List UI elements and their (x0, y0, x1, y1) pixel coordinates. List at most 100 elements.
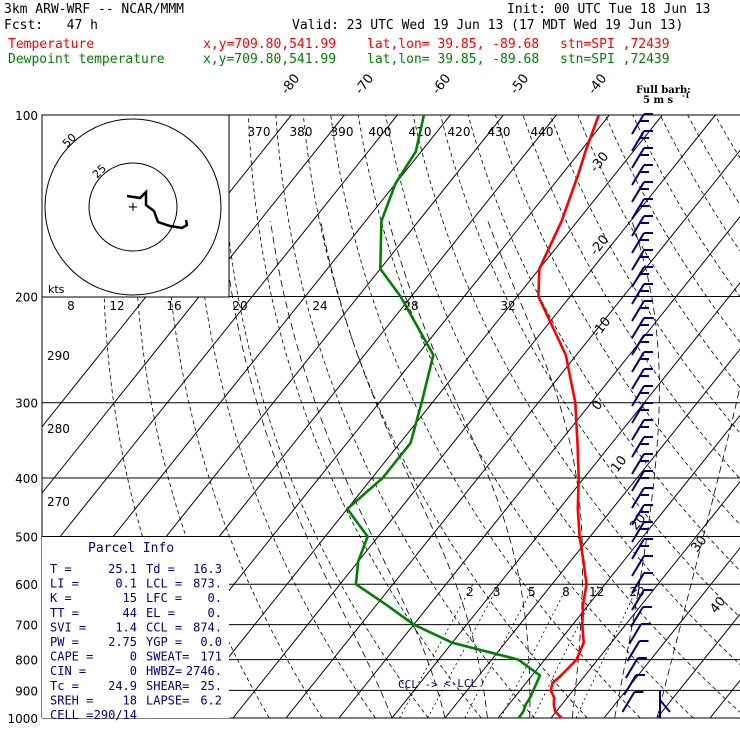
wind-barb (631, 215, 645, 237)
wind-barb (631, 198, 645, 220)
wind-barb (631, 521, 645, 543)
pressure-label-700: 700 (15, 619, 38, 633)
temperature-stn: stn=SPI ,72439 (560, 37, 670, 52)
parcel-value: 290/14 (94, 708, 137, 722)
isotherm-label: -60 (429, 71, 454, 97)
parcel-label: HWBZ= (146, 664, 182, 678)
wind-barb (631, 419, 645, 441)
parcel-label: LFC = (146, 591, 182, 605)
temperature-line (537, 114, 601, 719)
dewpoint-legend: Dewpoint temperature (8, 52, 165, 67)
parcel-value: 0 (130, 650, 137, 664)
hodo-speed-label: 32 (500, 299, 515, 313)
parcel-value: 16.3 (193, 562, 222, 576)
isotherm-label: 0 (589, 398, 606, 414)
theta-label: 390 (331, 125, 354, 139)
parcel-label: SREH = (50, 693, 93, 707)
parcel-label: CAPE = (50, 650, 93, 664)
pressure-label-200: 200 (15, 291, 38, 305)
parcel-value: 2746. (186, 664, 222, 678)
pressure-label-400: 400 (15, 472, 38, 486)
theta-label-left: 290 (47, 349, 70, 363)
wind-barb (631, 555, 645, 577)
isotherm-label: -40 (585, 71, 610, 97)
hodo-speed-label: 8 (67, 299, 75, 313)
wind-barb (631, 266, 645, 288)
parcel-label: CELL = (50, 708, 93, 722)
isotherm-label: -50 (507, 71, 532, 97)
dewpoint-stn: stn=SPI ,72439 (560, 52, 670, 67)
ccl-marker: CCL -> (398, 678, 438, 691)
wind-barb (631, 317, 645, 339)
parcel-label: TT = (50, 606, 79, 620)
parcel-value: 0. (208, 591, 222, 605)
theta-label: 400 (369, 125, 392, 139)
wind-barb (631, 147, 645, 169)
parcel-value: 0 (130, 664, 137, 678)
valid-time: Valid: 23 UTC Wed 19 Jun 13 (17 MDT Wed … (292, 18, 684, 33)
wind-barb (631, 232, 645, 254)
wind-barb (631, 572, 645, 594)
wind-barb (631, 351, 645, 373)
wind-barb (631, 300, 645, 322)
parcel-value: 44 (123, 606, 137, 620)
parcel-value: 873. (193, 577, 222, 591)
isotherm-label: -10 (589, 314, 614, 340)
parcel-label: CIN = (50, 664, 86, 678)
pressure-label-600: 600 (15, 578, 38, 592)
pressure-label-300: 300 (15, 397, 38, 411)
wind-barb (631, 164, 645, 186)
dewpoint-xy: x,y=709.80,541.99 (203, 52, 337, 67)
theta-label-left: 270 (47, 495, 70, 509)
parcel-label: Tc = (50, 679, 79, 693)
mixing-ratio-label: 5 (528, 585, 536, 599)
theta-label: 440 (531, 125, 554, 139)
hodo-units: kts (48, 283, 65, 296)
hodo-speed-label: 16 (166, 299, 181, 313)
parcel-value: 171 (200, 650, 222, 664)
parcel-label: LI = (50, 577, 79, 591)
parcel-label: SHEAR= (146, 679, 189, 693)
wind-barb (631, 283, 645, 305)
wind-barb (630, 606, 644, 628)
parcel-value: 25. (200, 679, 222, 693)
temperature-legend: Temperature (8, 37, 95, 52)
barb-legend-line1: Full barb: (636, 85, 691, 96)
hodo-speed-label: 24 (312, 299, 327, 313)
isotherm-label: -80 (278, 71, 303, 97)
parcel-label: LCL = (146, 577, 182, 591)
parcel-value: 0. (208, 606, 222, 620)
wind-barbs (621, 113, 671, 718)
isotherm-label: -70 (352, 71, 377, 97)
wind-barb (631, 538, 645, 560)
parcel-info-panel: Parcel Info T = 25.1 Td = 16.3 LI = 0.1 LCL = 8… (42, 537, 229, 722)
parcel-label: EL = (146, 606, 175, 620)
parcel-label: LAPSE= (146, 693, 189, 707)
wind-barb (631, 368, 645, 390)
parcel-info-title: Parcel Info (88, 541, 174, 556)
profiles (346, 114, 601, 719)
wind-barb (626, 640, 641, 662)
pressure-label-100: 100 (15, 109, 38, 123)
dewpoint-latlon: lat,lon= 39.85, -89.68 (367, 52, 540, 67)
theta-label: 430 (488, 125, 511, 139)
wind-barb (623, 674, 637, 696)
wind-barb (631, 436, 645, 458)
svg-text:+: + (128, 200, 139, 215)
parcel-label: T = (50, 562, 72, 576)
wind-barb (631, 453, 645, 475)
mixing-ratio-label: 3 (493, 585, 501, 599)
wind-barb (631, 589, 645, 611)
pressure-label-800: 800 (15, 654, 38, 668)
theta-label: 420 (448, 125, 471, 139)
isotherm-label: -20 (587, 232, 612, 258)
theta-label: 370 (248, 125, 271, 139)
hodograph-trace (126, 188, 189, 230)
init-time: Init: 00 UTC Tue 18 Jun 13 (507, 2, 711, 17)
pressure-label-900: 900 (15, 684, 38, 698)
hodo-speed-label: 20 (232, 299, 247, 313)
model-title: 3km ARW-WRF -- NCAR/MMM (4, 2, 185, 17)
parcel-value: 18 (123, 693, 137, 707)
